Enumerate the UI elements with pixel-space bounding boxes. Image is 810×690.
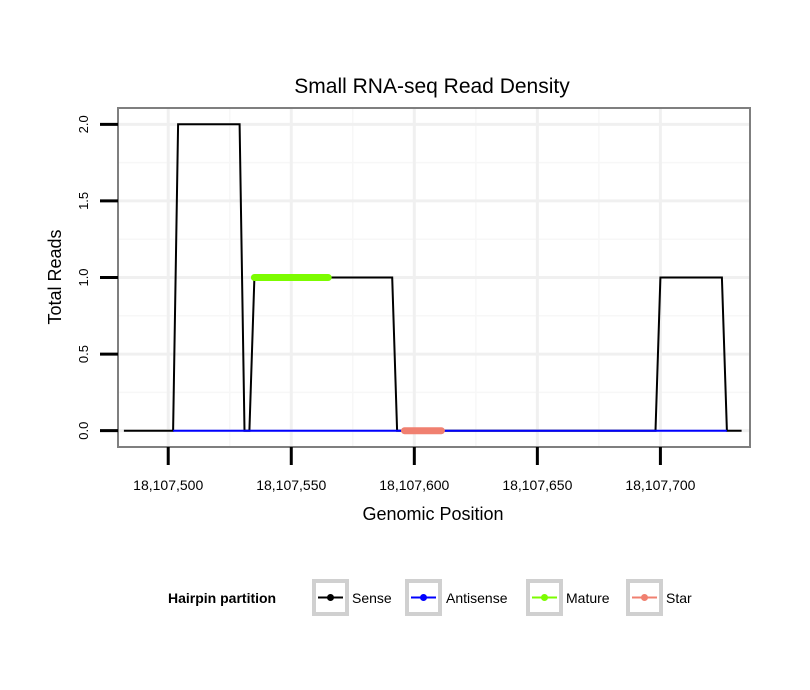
legend-label: Star	[666, 590, 692, 606]
x-tick-label: 18,107,600	[379, 477, 449, 493]
y-axis-label: Total Reads	[45, 229, 65, 324]
y-tick-label: 0.5	[76, 345, 91, 363]
legend-key-point	[641, 594, 648, 601]
legend-label: Sense	[352, 590, 392, 606]
x-axis: 18,107,500 18,107,550 18,107,600 18,107,650…	[133, 447, 696, 493]
y-tick-label: 1.5	[76, 192, 91, 210]
y-tick-label: 0.0	[76, 422, 91, 440]
x-tick-label: 18,107,700	[625, 477, 695, 493]
x-tick-label: 18,107,550	[256, 477, 326, 493]
legend-label: Mature	[566, 590, 610, 606]
legend-key-point	[541, 594, 548, 601]
legend-item-mature: Mature	[526, 579, 610, 616]
legend: Hairpin partition Sense Antisense Mature St…	[168, 579, 692, 616]
legend-item-antisense: Antisense	[405, 579, 508, 616]
x-tick-label: 18,107,500	[133, 477, 203, 493]
legend-title: Hairpin partition	[168, 590, 276, 606]
x-tick-label: 18,107,650	[502, 477, 572, 493]
legend-item-sense: Sense	[312, 579, 392, 616]
legend-item-star: Star	[626, 579, 692, 616]
legend-label: Antisense	[446, 590, 508, 606]
legend-key-point	[420, 594, 427, 601]
x-axis-label: Genomic Position	[362, 504, 503, 524]
data-series	[123, 123, 742, 435]
y-tick-label: 2.0	[76, 115, 91, 133]
legend-key-point	[327, 594, 334, 601]
chart-title: Small RNA-seq Read Density	[294, 75, 570, 98]
y-axis: 0.0 0.5 1.0 1.5 2.0	[76, 115, 118, 440]
y-tick-label: 1.0	[76, 268, 91, 286]
